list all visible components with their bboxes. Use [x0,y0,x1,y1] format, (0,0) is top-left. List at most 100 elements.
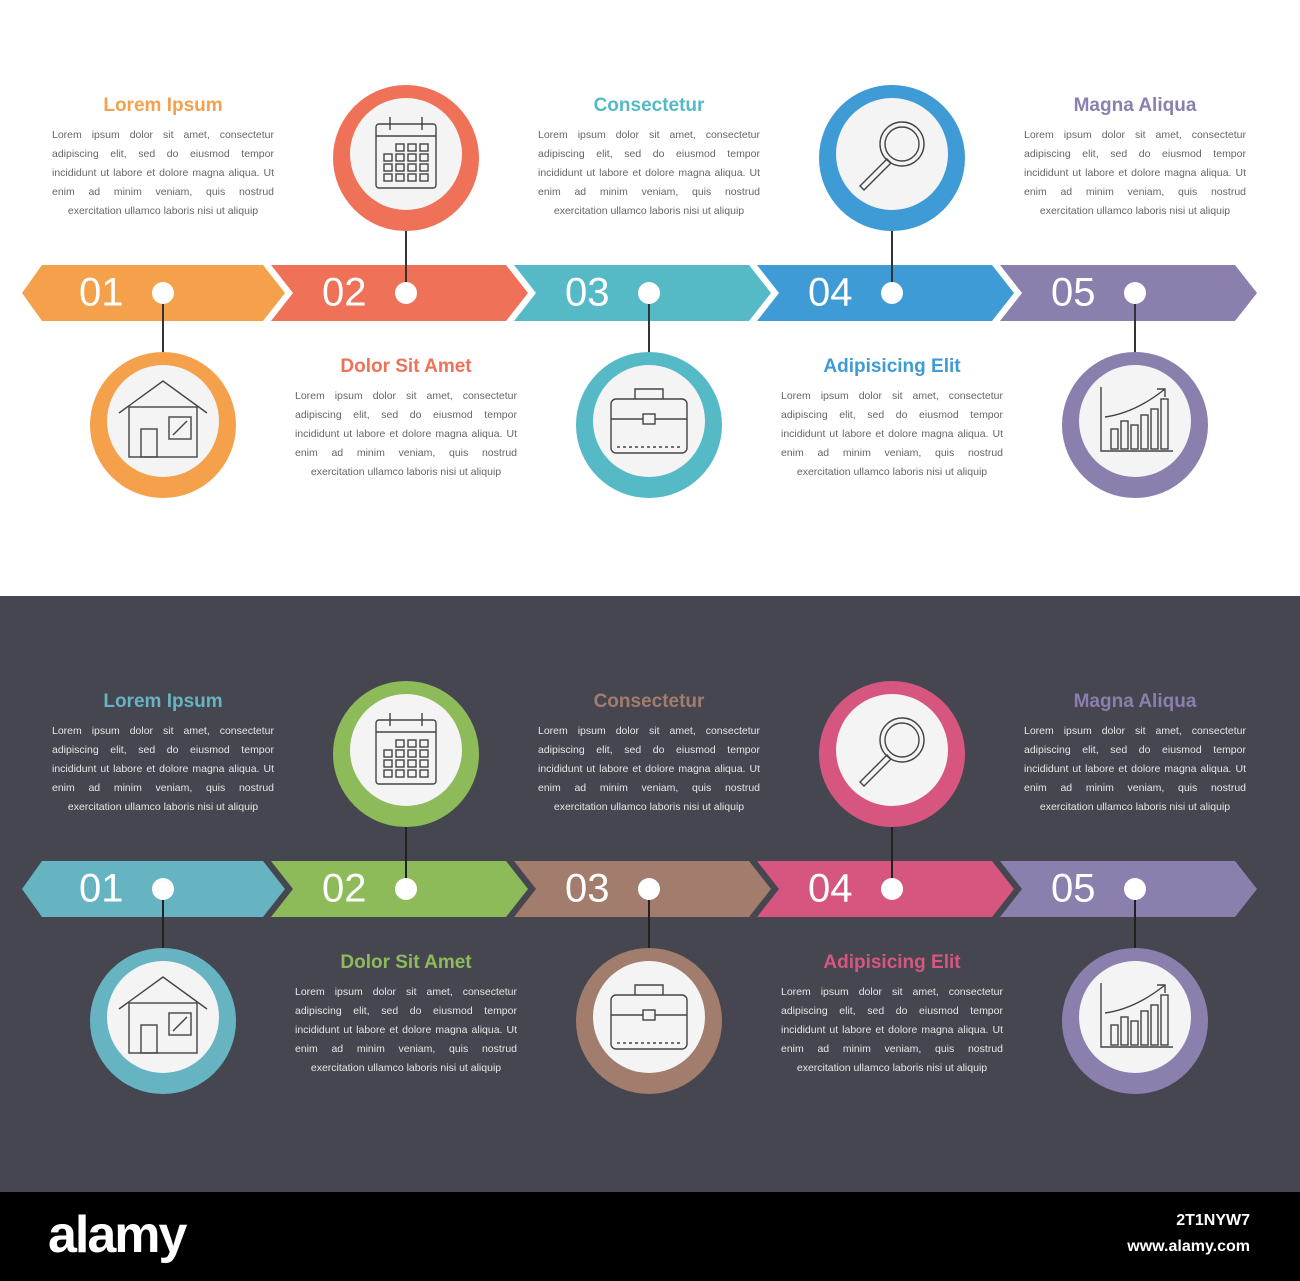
icon-part [118,976,208,1010]
icon-part [419,173,429,182]
icon-part [419,759,429,768]
icon-part [383,759,393,768]
step-text: Lorem ipsum dolor sit amet, consectetur … [781,986,1003,1074]
icon-disc [350,694,462,806]
icon-disc [836,98,948,210]
step-text: Lorem ipsum dolor sit amet, consectetur … [52,725,274,813]
icon-part [395,769,405,778]
icon-part [168,1012,192,1036]
icon-disc [836,694,948,806]
step-number: 05 [1051,867,1096,911]
icon [375,713,437,785]
step-number: 02 [322,867,367,911]
node-dot [881,878,903,900]
step-number: 02 [322,271,367,315]
icon [859,121,925,191]
icon-part [419,749,429,758]
icon-part [419,163,429,172]
step-text: Lorem ipsum dolor sit amet, consectetur … [1024,725,1246,813]
step-number: 04 [808,271,853,315]
node-dot [881,282,903,304]
footer-bar [0,1192,1300,1281]
icon-part [1130,1020,1139,1046]
icon-part [407,143,417,152]
icon-part [395,153,405,162]
node-dot [638,282,660,304]
icon-part [642,1009,656,1021]
icon-disc [350,98,462,210]
icon-part [419,153,429,162]
icon-disc [1079,961,1191,1073]
icon-part [1160,398,1169,450]
node-dot [395,878,417,900]
icon-part [395,739,405,748]
step-title: Magna Aliqua [1073,95,1197,116]
icon-part [634,984,664,995]
icon [1100,387,1173,452]
icon-part [1100,387,1173,452]
icon-part [879,121,925,167]
footer-id: 2T1NYW7 [1176,1212,1250,1229]
icon-part [407,163,417,172]
icon-part [172,420,188,436]
icon-part [419,143,429,152]
step-text: Lorem ipsum dolor sit amet, consectetur … [295,986,517,1074]
footer-logo: alamy [48,1206,187,1264]
step-number: 03 [565,867,610,911]
icon-part [610,398,688,454]
icon-part [1104,984,1166,1014]
node-dot [152,878,174,900]
step-title: Dolor Sit Amet [340,952,472,973]
icon-part [407,153,417,162]
icon-part [1110,428,1119,450]
icon-part [118,380,208,414]
step-title: Adipisicing Elit [823,356,961,377]
icon-part [884,722,920,758]
icon-disc [593,365,705,477]
icon-part [419,769,429,778]
node-dot [152,282,174,304]
icon-part [1110,1024,1119,1046]
icon [1100,983,1173,1048]
step-text: Lorem ipsum dolor sit amet, consectetur … [538,129,760,217]
icon-part [395,759,405,768]
icon-disc [107,961,219,1073]
icon-part [1130,424,1139,450]
icon-disc [593,961,705,1073]
step-text: Lorem ipsum dolor sit amet, consectetur … [1024,129,1246,217]
icon-part [383,173,393,182]
icon-disc [1079,365,1191,477]
step-title: Adipisicing Elit [823,952,961,973]
icon-part [1150,1004,1159,1046]
icon-part [140,1024,158,1054]
node-dot [638,878,660,900]
icon-part [419,739,429,748]
icon-part [140,428,158,458]
step-text: Lorem ipsum dolor sit amet, consectetur … [781,390,1003,478]
icon-part [407,173,417,182]
icon-part [383,769,393,778]
icon-part [1120,420,1129,450]
icon-part [642,413,656,425]
icon-part [375,123,437,189]
node-dot [1124,878,1146,900]
icon-part [1120,1016,1129,1046]
step-title: Consectetur [593,691,705,712]
icon-part [1160,994,1169,1046]
icon-part [1100,983,1173,1048]
icon [859,717,925,787]
step-title: Lorem Ipsum [103,691,223,712]
icon-part [168,416,192,440]
icon [610,984,688,1050]
icon-part [1104,388,1166,418]
icon [118,976,208,1054]
icon-disc [107,365,219,477]
icon-part [407,769,417,778]
icon-part [407,759,417,768]
icon-part [383,749,393,758]
node-dot [395,282,417,304]
icon-part [879,717,925,763]
icon-part [395,749,405,758]
